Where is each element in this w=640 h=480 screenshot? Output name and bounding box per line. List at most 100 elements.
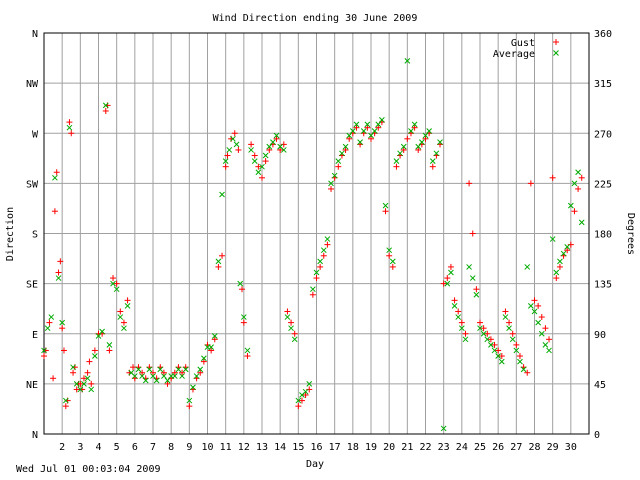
y-right-tick-label: 0 [594,430,600,441]
gust-point [219,252,226,259]
x-tick-label: 23 [438,442,450,453]
gust-point [469,230,476,237]
x-tick-label: 26 [492,442,504,453]
legend-label-gust: Gust [511,38,535,49]
x-tick-label: 5 [114,442,120,453]
average-point [270,139,276,146]
average-point [219,191,225,198]
gust-point [393,163,400,170]
average-point [284,314,291,320]
average-point [546,347,552,354]
gust-point [320,252,327,259]
gust-point [502,308,509,315]
gust-point [200,358,207,365]
gust-point [251,152,258,159]
gust-point [386,252,393,259]
y-left-tick-label: N [32,430,38,441]
average-point [150,373,156,379]
average-point [386,247,393,254]
average-point [251,158,258,164]
gust-point [259,174,265,181]
legend-marker-average [553,50,559,56]
chart-title: Wind Direction ending 30 June 2009 [213,13,418,24]
average-point [531,308,538,315]
average-point [509,336,516,343]
average-point [524,264,531,270]
average-point [469,275,476,281]
y-left-tick-label: SW [26,179,39,190]
average-point [44,325,51,332]
y-left-tick-label: SE [26,280,38,291]
average-point [411,121,418,128]
gust-point [70,369,77,376]
average-point [237,280,244,287]
gust-point [309,291,316,298]
average-point [48,314,55,320]
average-point [513,347,520,354]
average-point [560,250,567,257]
average-point [458,325,465,332]
average-point [146,366,153,373]
gust-point [255,163,262,170]
gust-point [466,180,473,187]
gust-point [91,347,98,354]
average-point [197,366,204,373]
average-point [422,132,429,139]
x-tick-label: 3 [77,442,83,453]
average-point [346,132,353,139]
x-tick-label: 20 [383,442,395,453]
y-axis-label-right: Degrees [625,213,636,255]
average-point [408,128,414,134]
average-point [310,286,316,293]
gust-point [106,347,113,354]
average-point [255,169,262,176]
average-point [66,124,73,131]
average-point [186,397,193,404]
x-tick-label: 30 [565,442,577,453]
gust-point [346,135,353,142]
gust-point [120,319,127,326]
average-point [153,377,160,384]
average-point [77,386,84,393]
gust-point [139,369,146,376]
average-point [280,147,287,153]
gust-point [535,302,542,309]
x-tick-label: 16 [310,442,322,453]
gust-point [235,146,242,153]
average-point [291,336,298,343]
gust-point [429,163,436,170]
gust-point [266,146,273,153]
average-point [520,366,527,373]
average-point [473,291,480,298]
average-point [495,353,502,359]
average-point [117,314,124,320]
y-right-tick-label: 270 [594,129,612,140]
average-point [182,366,189,373]
gust-point [55,269,62,276]
gust-point [411,124,418,131]
average-point [259,163,265,170]
gust-point [495,347,502,354]
gust-point [51,208,58,215]
average-point [88,386,95,393]
average-point [506,325,512,332]
average-point [139,373,145,379]
gust-point [477,319,483,326]
average-point [52,174,58,181]
x-tick-label: 7 [150,442,156,453]
average-point [135,366,142,373]
average-point [161,373,167,379]
gust-point [284,308,291,315]
average-point [549,236,556,242]
gust-point [186,403,193,410]
gust-point [480,325,487,332]
average-point [357,139,363,146]
gust-point [46,319,53,326]
gust-point [164,380,171,387]
timestamp-footer: Wed Jul 01 00:03:04 2009 [16,464,161,475]
average-point [215,258,222,265]
gust-point [353,124,360,131]
average-point [502,314,509,320]
gust-point [117,308,124,315]
